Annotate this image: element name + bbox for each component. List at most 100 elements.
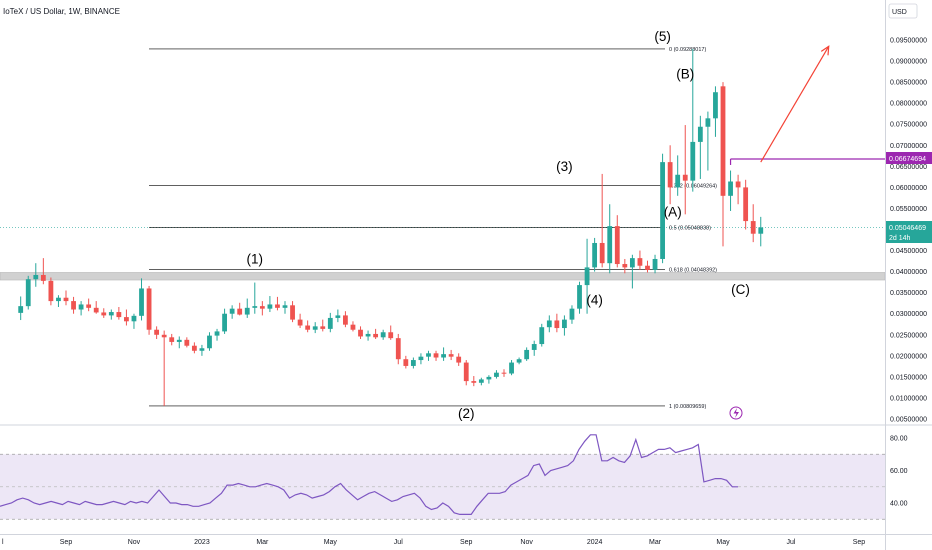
price-tick-label: 0.08500000	[890, 80, 927, 87]
candle-body	[463, 362, 469, 382]
candle	[713, 86, 718, 137]
candle-body	[161, 334, 167, 338]
candle-body	[252, 306, 258, 308]
lightning-icon[interactable]	[729, 406, 743, 420]
current-price-tag: 0.05046469 2d 14h	[886, 221, 932, 243]
candle	[735, 174, 741, 205]
price-tick-label: 0.04500000	[890, 248, 927, 255]
candle	[184, 337, 190, 348]
candle	[750, 204, 756, 243]
candle-body	[501, 372, 507, 374]
candle	[577, 281, 582, 314]
candle	[350, 321, 356, 332]
candle	[524, 347, 530, 361]
candle-body	[758, 227, 764, 234]
candle	[71, 296, 76, 314]
candle	[652, 254, 658, 274]
candle-body	[735, 181, 741, 188]
candle-body	[33, 274, 39, 280]
candle	[410, 357, 416, 369]
candle	[139, 278, 144, 321]
time-axis[interactable]: l Sep Nov 2023 Mar May Jul Sep Nov 2024 Mar May Jul S…	[2, 539, 865, 546]
candle-body	[682, 174, 688, 181]
candle-body	[169, 337, 175, 342]
candle	[108, 309, 114, 320]
target-price-label: 0.06674694	[889, 156, 926, 163]
candle	[335, 309, 341, 323]
candle	[101, 308, 107, 318]
candle-body	[207, 335, 212, 349]
candle-body	[750, 221, 756, 234]
candle	[629, 254, 635, 289]
time-tick-label: l	[2, 539, 4, 546]
candle-body	[705, 118, 711, 127]
candle-body	[184, 339, 190, 346]
candle-body	[297, 319, 303, 326]
candle-body	[63, 297, 69, 302]
candle-body	[139, 288, 144, 316]
current-price-label: 0.05046469	[889, 225, 926, 232]
time-tick-label: 2023	[194, 539, 210, 546]
candle	[380, 329, 386, 340]
candle-body	[237, 308, 243, 315]
candle-body	[154, 329, 160, 335]
candle-body	[599, 242, 605, 264]
currency-label: USD	[892, 9, 907, 16]
candle-body	[327, 317, 333, 329]
projection-arrow	[760, 46, 830, 163]
wave-label-1: (1)	[247, 251, 264, 266]
candle	[448, 349, 454, 361]
rsi-tick-label: 40.00	[890, 501, 908, 508]
candle-body	[275, 304, 280, 308]
candle-body	[124, 317, 129, 322]
candle-body	[312, 326, 318, 330]
candle	[252, 282, 258, 314]
time-tick-label: Sep	[853, 539, 866, 546]
price-tick-label: 0.06000000	[890, 185, 927, 192]
candle	[229, 305, 235, 319]
candle-body	[222, 313, 227, 332]
fib-label-0618: 0.618 (0.04048392)	[669, 268, 717, 274]
candle-body	[418, 356, 424, 361]
candle	[456, 353, 462, 366]
candle-body	[622, 264, 628, 268]
candle-body	[614, 226, 620, 265]
price-tick-label: 0.00500000	[890, 417, 927, 424]
candle-body	[101, 312, 107, 316]
candle	[25, 275, 31, 310]
chart-title: IoTeX / US Dollar, 1W, BINANCE	[3, 7, 120, 16]
candle-body	[562, 319, 567, 329]
candle	[78, 301, 84, 316]
candle	[622, 258, 628, 274]
candle	[441, 347, 446, 361]
candle-body	[554, 320, 560, 329]
candle-body	[607, 226, 613, 264]
currency-button[interactable]: USD	[888, 3, 918, 19]
price-axis[interactable]: 0.09500000 0.09000000 0.08500000 0.08000000…	[890, 38, 927, 424]
candle-body	[48, 280, 54, 302]
candle-body	[524, 349, 530, 360]
candle-body	[433, 353, 439, 358]
candle-body	[592, 242, 598, 268]
candle	[388, 325, 394, 340]
candle-body	[395, 338, 401, 360]
candle-body	[335, 315, 341, 318]
candle-body	[388, 332, 394, 339]
candle	[660, 153, 665, 264]
candle	[327, 312, 333, 333]
candle	[758, 216, 764, 247]
fib-label-05: 0.5 (0.05048838)	[669, 225, 711, 231]
rsi-axis[interactable]: 80.00 60.00 40.00	[890, 436, 908, 508]
candle-body	[509, 362, 514, 374]
candle	[207, 332, 212, 351]
candle-body	[320, 326, 326, 329]
candle	[728, 170, 733, 211]
candle	[365, 330, 371, 341]
time-tick-label: Mar	[256, 539, 269, 546]
candle	[124, 309, 129, 326]
candle	[471, 376, 477, 387]
countdown-label: 2d 14h	[889, 235, 911, 242]
candle-body	[456, 356, 462, 363]
candle-body	[108, 312, 114, 316]
